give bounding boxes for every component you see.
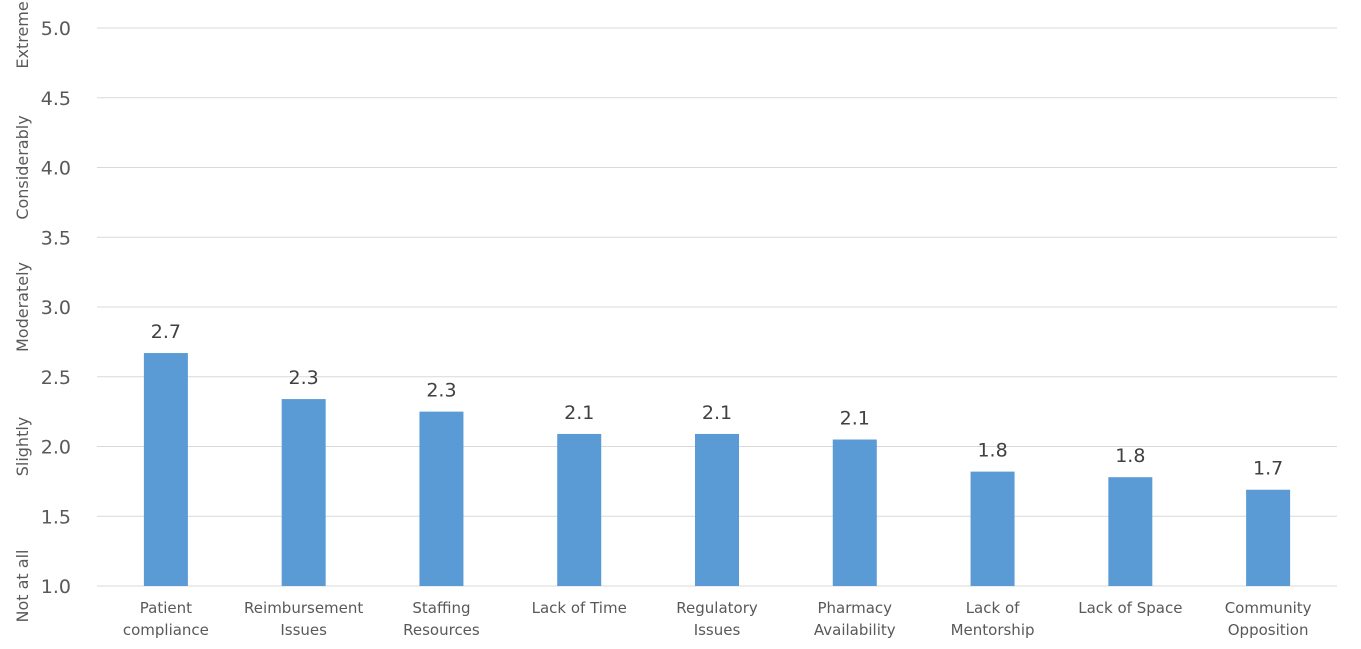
category-label: Community Opposition [1225,599,1312,639]
data-label: 2.3 [289,367,319,389]
bar [419,411,464,586]
bar [143,353,188,586]
y-tick-label: 4.0 [41,158,71,180]
bar [832,439,877,586]
data-label: 2.1 [840,408,870,430]
bar [1108,477,1153,586]
category-label: Patient compliance [123,599,209,639]
y-tick-label: 1.0 [41,576,71,598]
rating-scale-labels: Not at all Slightly Moderately Considerably… [13,0,32,622]
y-tick-label: 2.0 [41,437,71,459]
y-tick-label: 2.5 [41,367,71,389]
rating-scale-label: Moderately [13,262,32,352]
data-label: 2.7 [151,321,181,343]
bar [557,433,602,586]
rating-scale-label: Extremely [13,0,32,69]
bar [695,433,739,586]
y-axis-ticks: 1.0 1.5 2.0 2.5 3.0 3.5 4.0 4.5 5.0 [41,18,71,598]
data-label: 1.8 [1115,445,1145,467]
rating-scale-label: Not at all [13,550,32,623]
y-tick-label: 4.5 [41,88,71,110]
data-label: 2.1 [702,402,732,424]
rating-scale-label: Slightly [13,417,32,477]
rating-scale-label: Considerably [13,115,32,219]
y-tick-label: 1.5 [41,506,71,528]
y-tick-label: 3.0 [41,297,71,319]
category-label: Reimbursement Issues [244,599,363,639]
bars [143,353,1291,586]
y-tick-label: 5.0 [41,18,71,40]
data-label: 2.1 [564,402,594,424]
y-tick-label: 3.5 [41,227,71,249]
category-label: Lack of Time [532,599,627,617]
data-label: 1.8 [977,440,1007,462]
bar [1246,489,1291,586]
category-label: Pharmacy Availability [814,599,896,639]
x-axis-categories: Patient compliance Reimbursement Issues Staf… [123,599,1312,639]
bar [970,471,1015,586]
bar [281,399,326,586]
category-label: Lack of Space [1078,599,1182,617]
data-label: 1.7 [1253,458,1283,480]
category-label: Regulatory Issues [676,599,758,639]
data-labels: 2.7 2.3 2.3 2.1 2.1 2.1 1.8 1.8 1.7 [151,321,1283,480]
category-label: Lack of Mentorship [951,599,1035,639]
category-label: Staffing Resources [403,599,480,639]
data-label: 2.3 [426,380,456,402]
